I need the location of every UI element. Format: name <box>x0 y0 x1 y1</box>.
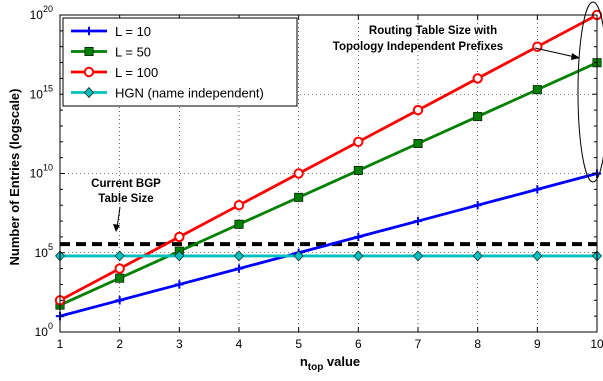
data-point <box>532 250 543 262</box>
legend-item: L = 50 <box>71 45 151 60</box>
data-point <box>115 296 124 305</box>
data-point <box>413 216 423 226</box>
bgp-annotation-line2: Table Size <box>98 193 153 205</box>
data-point <box>293 168 304 179</box>
x-tick-label: 2 <box>116 337 123 351</box>
x-tick-label: 6 <box>355 337 362 351</box>
series-1 <box>55 169 602 321</box>
data-point <box>233 200 245 211</box>
data-point <box>175 280 184 289</box>
series-line <box>59 61 598 307</box>
legend: L = 10 L = 50 L = 100 HGN (name independent… <box>62 17 298 107</box>
data-point <box>413 250 423 262</box>
routing-annotation-arrow <box>534 47 576 58</box>
legend-label: L = 50 <box>115 45 151 60</box>
data-point <box>354 232 363 242</box>
legend-marker <box>83 66 95 78</box>
data-point <box>412 104 424 116</box>
data-point <box>472 73 483 84</box>
series-3 <box>54 9 603 306</box>
data-point <box>234 250 244 262</box>
data-point <box>473 201 482 210</box>
y-tick-exponent: 20 <box>43 4 53 14</box>
data-point <box>174 250 185 262</box>
series-line <box>59 172 598 318</box>
data-point <box>174 231 185 243</box>
y-tick-label: 105 <box>35 242 53 260</box>
data-point <box>293 250 304 262</box>
y-tick-label: 100 <box>35 321 53 339</box>
series-line <box>59 13 598 302</box>
data-point <box>353 165 363 175</box>
legend-marker <box>84 26 94 36</box>
bgp-annotation-line1: Current BGP <box>91 178 161 190</box>
x-axis-label: ntop value <box>300 354 360 373</box>
y-tick-base: 10 <box>30 87 44 101</box>
series-4 <box>55 250 602 262</box>
x-tick-label: 3 <box>176 337 183 351</box>
x-tick-label: 5 <box>295 337 302 351</box>
y-tick-base: 10 <box>30 8 44 22</box>
x-tick-label: 10 <box>590 337 603 351</box>
y-tick-base: 10 <box>35 325 49 339</box>
data-point <box>473 112 483 122</box>
bgp-annotation-arrowhead <box>113 224 120 232</box>
bgp-annotation: Current BGP Table Size <box>91 178 161 232</box>
legend-item: HGN (name independent) <box>71 86 264 101</box>
routing-annotation-ellipse <box>577 1 603 183</box>
x-tick-label: 1 <box>57 337 64 351</box>
routing-annotation: Routing Table Size with Topology Indepen… <box>333 1 603 183</box>
legend-label: HGN (name independent) <box>115 86 264 101</box>
x-tick-label: 8 <box>474 337 481 351</box>
data-point <box>533 185 542 194</box>
data-point <box>353 250 364 262</box>
routing-annotation-line1: Routing Table Size with <box>369 25 497 37</box>
bgp-annotation-arrow <box>116 206 121 229</box>
y-tick-base: 10 <box>35 246 49 260</box>
data-point <box>472 250 483 262</box>
legend-marker <box>84 46 94 56</box>
x-tick-label: 7 <box>415 337 422 351</box>
x-axis-label-subscript: top <box>308 362 324 373</box>
legend-label: L = 100 <box>115 65 158 80</box>
x-axis-label-main: n <box>300 354 308 369</box>
y-tick-base: 10 <box>30 167 44 181</box>
legend-item: L = 100 <box>71 65 158 80</box>
data-point <box>234 219 244 229</box>
data-point <box>114 263 125 274</box>
y-tick-exponent: 10 <box>43 163 53 173</box>
legend-label: L = 10 <box>115 24 151 39</box>
x-axis-label-rest: value <box>323 354 360 369</box>
y-tick-exponent: 15 <box>43 83 53 93</box>
grid <box>60 15 597 332</box>
legend-marker <box>84 87 94 98</box>
y-tick-exponent: 0 <box>48 321 53 331</box>
data-point <box>114 250 125 262</box>
data-point <box>115 273 125 283</box>
data-point <box>353 136 364 148</box>
x-tick-label: 4 <box>236 337 243 351</box>
y-tick-label: 1010 <box>30 163 53 181</box>
routing-annotation-line2: Topology Independent Prefixes <box>333 41 503 53</box>
data-point <box>413 138 423 148</box>
data-point <box>532 85 542 95</box>
y-axis-label: Number of Entries (logscale) <box>7 89 22 266</box>
y-tick-exponent: 5 <box>48 242 53 252</box>
x-axis-ticks: 1 2 3 4 5 6 7 8 9 10 <box>57 15 603 351</box>
data-point <box>294 192 304 202</box>
legend-item: L = 10 <box>71 24 151 39</box>
y-tick-label: 1020 <box>30 4 53 22</box>
y-tick-label: 1015 <box>30 83 53 101</box>
routing-annotation-arrowhead <box>571 53 580 60</box>
x-tick-label: 9 <box>534 337 541 351</box>
data-point <box>234 264 244 273</box>
